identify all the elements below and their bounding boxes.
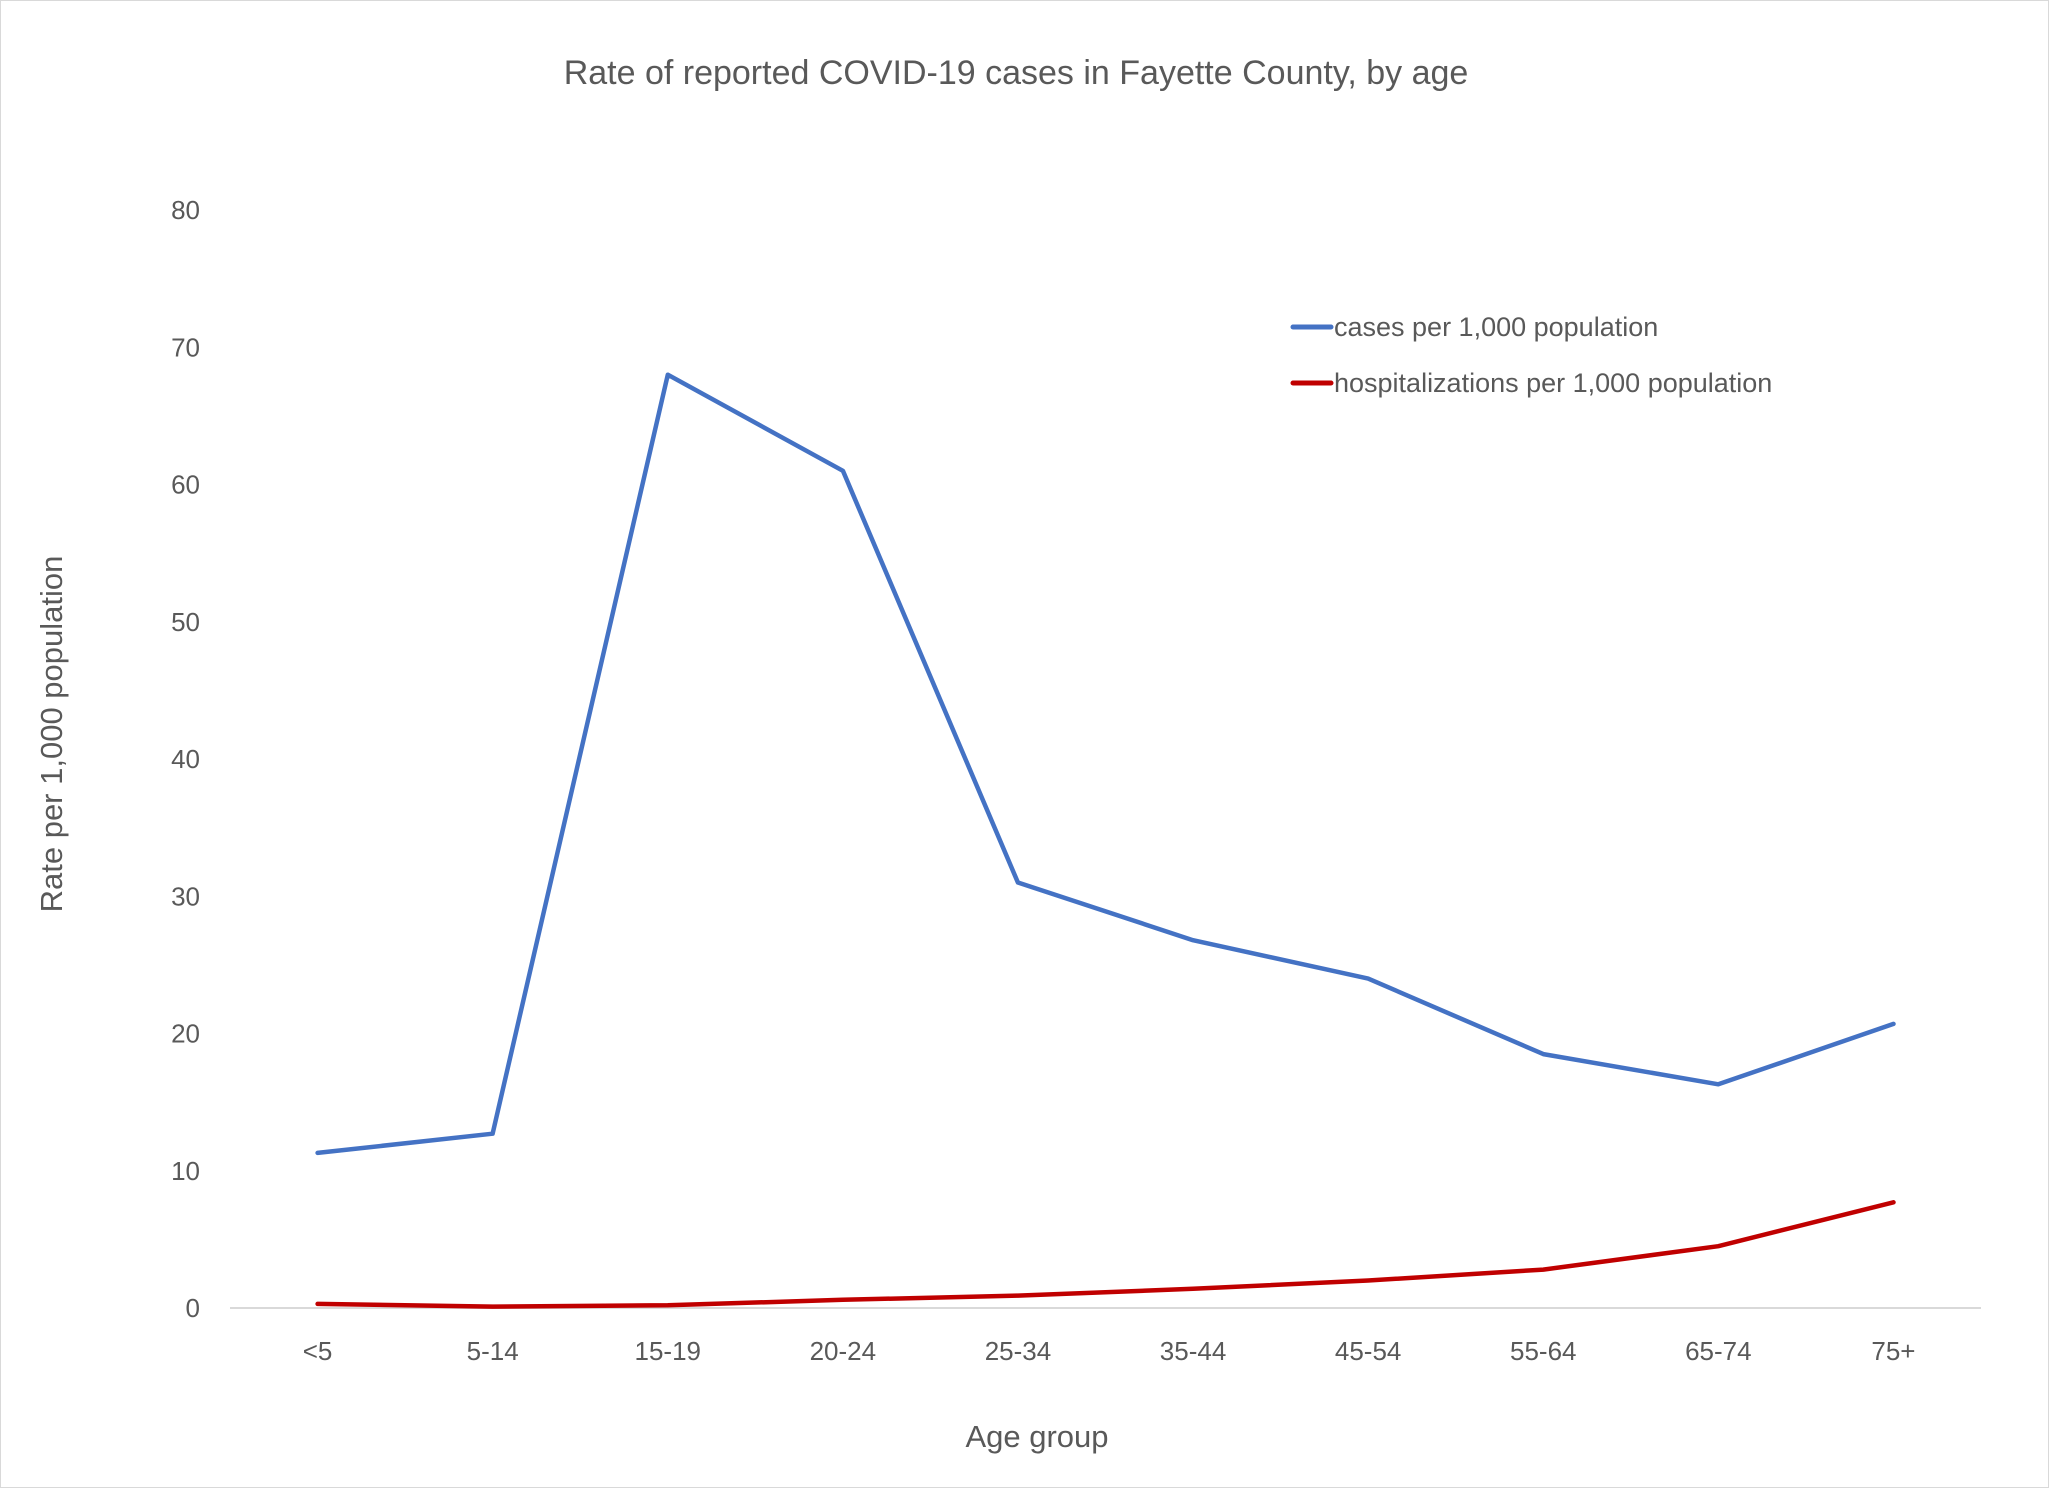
legend-label: cases per 1,000 population: [1334, 312, 1658, 342]
series-lines: [315, 372, 1896, 1309]
legend: cases per 1,000 population hospitalizatio…: [1290, 312, 1772, 398]
y-tick-label: 40: [171, 744, 200, 774]
x-tick-label: 75+: [1871, 1336, 1915, 1366]
x-tick-label: 5-14: [467, 1336, 519, 1366]
legend-item-hospitalizations: hospitalizations per 1,000 population: [1290, 368, 1772, 398]
y-axis-ticks: 0 10 20 30 40 50 60 70 80: [171, 195, 200, 1323]
y-tick-label: 0: [186, 1293, 200, 1323]
y-tick-label: 70: [171, 332, 200, 362]
series-line-cases: [315, 372, 1896, 1156]
x-tick-label: 55-64: [1510, 1336, 1577, 1366]
x-tick-label: 15-19: [635, 1336, 702, 1366]
x-tick-label: 35-44: [1160, 1336, 1227, 1366]
x-tick-label: 45-54: [1335, 1336, 1402, 1366]
y-tick-label: 30: [171, 881, 200, 911]
x-axis-ticks: <5 5-14 15-19 20-24 25-34 35-44 45-54 55-64 65-7…: [303, 1336, 1916, 1366]
series-line-hospitalizations: [315, 1200, 1896, 1309]
chart-title: Rate of reported COVID-19 cases in Fayet…: [564, 54, 1469, 92]
legend-item-cases: cases per 1,000 population: [1290, 312, 1658, 342]
x-tick-label: 20-24: [810, 1336, 877, 1366]
x-axis-title: Age group: [965, 1419, 1108, 1454]
y-axis-title: Rate per 1,000 population: [34, 556, 69, 913]
x-tick-label: 25-34: [985, 1336, 1052, 1366]
x-tick-label: 65-74: [1685, 1336, 1752, 1366]
x-tick-label: <5: [303, 1336, 333, 1366]
y-tick-label: 20: [171, 1019, 200, 1049]
legend-label: hospitalizations per 1,000 population: [1334, 368, 1772, 398]
y-tick-label: 10: [171, 1156, 200, 1186]
y-tick-label: 60: [171, 470, 200, 500]
y-tick-label: 50: [171, 607, 200, 637]
y-tick-label: 80: [171, 195, 200, 225]
